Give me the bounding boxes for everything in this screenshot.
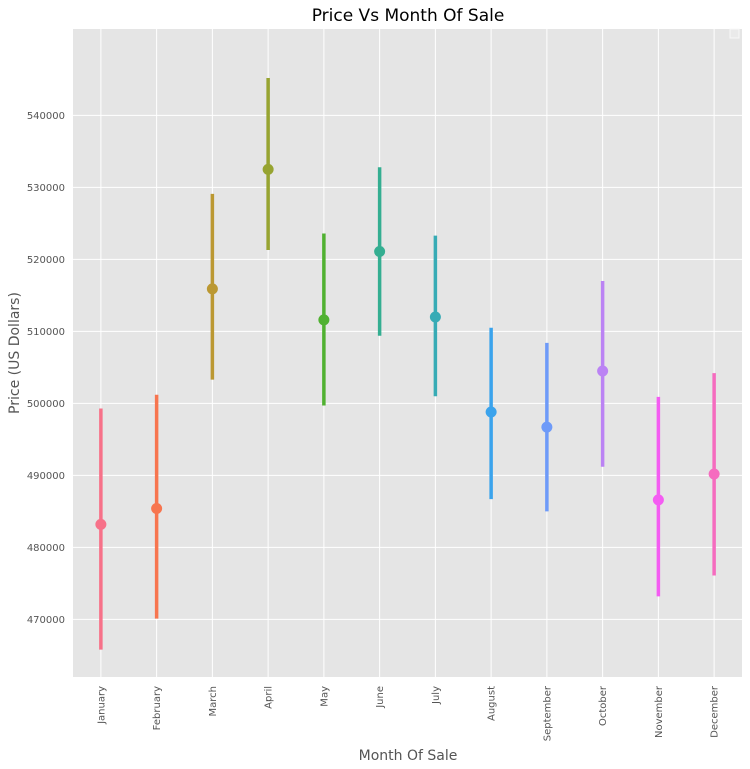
y-tick-label: 530000 [27,183,65,194]
data-point [597,365,609,377]
y-tick-label: 500000 [27,399,65,410]
plot-area [73,29,742,677]
y-tick-labels: 470000 480000 490000 500000 510000 520000 5300… [27,111,65,626]
x-tick-labels: January February March April May June July Augu… [96,685,720,741]
x-tick-label: May [319,686,330,707]
x-tick-label: March [208,686,219,716]
data-point [318,314,330,326]
legend-box [729,28,740,39]
data-point [262,163,274,175]
data-point [151,503,163,515]
x-tick-label: June [375,686,386,709]
y-tick-label: 480000 [27,543,65,554]
data-point [206,283,218,295]
x-tick-label: September [542,685,553,741]
x-tick-label: July [431,686,442,705]
x-tick-label: January [96,686,107,725]
x-tick-label: December [710,685,721,738]
x-tick-label: October [598,685,609,726]
x-tick-label: February [152,686,163,730]
data-point [708,468,720,480]
y-tick-label: 540000 [27,111,65,122]
data-point [374,245,386,257]
y-tick-label: 470000 [27,615,65,626]
y-tick-label: 510000 [27,327,65,338]
x-tick-label: April [264,686,275,709]
data-point [541,421,553,433]
x-axis-label: Month Of Sale [359,748,458,764]
y-axis-label: Price (US Dollars) [7,292,23,414]
x-tick-label: November [654,685,665,738]
y-tick-label: 520000 [27,255,65,266]
chart-title: Price Vs Month Of Sale [312,6,505,26]
data-point [485,406,497,418]
data-point [652,494,664,506]
data-point [95,518,107,530]
y-tick-label: 490000 [27,471,65,482]
data-point [429,311,441,323]
data-marks [95,77,720,650]
x-tick-label: August [487,686,498,721]
